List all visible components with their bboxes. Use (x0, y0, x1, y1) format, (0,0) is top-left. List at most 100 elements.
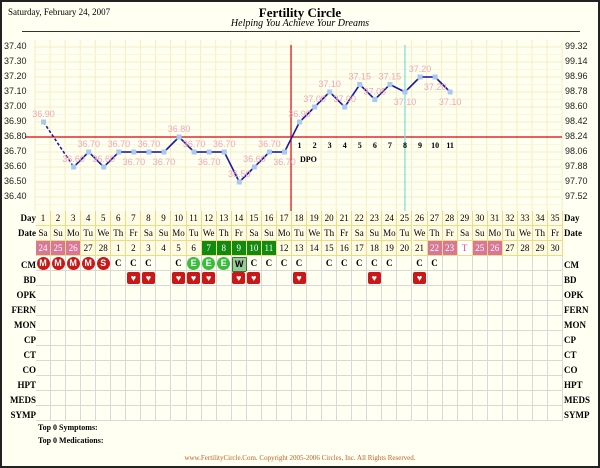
date-cell: 24 (36, 241, 51, 256)
grid-cell-ct (66, 346, 82, 361)
day-number: 1 (36, 211, 51, 226)
grid-cell-opk (186, 286, 202, 301)
grid-cell-ct (186, 346, 202, 361)
row-label-ct: CT (23, 350, 36, 360)
grid-cell-fern (96, 301, 112, 316)
grid-cell-fern (216, 301, 232, 316)
grid-cell-co (66, 361, 82, 376)
day-of-week: Su (472, 226, 488, 241)
grid-cell-cm: C (126, 256, 142, 271)
grid-cell-cp (292, 331, 308, 346)
day-number: 22 (352, 211, 368, 226)
dpo-number: 5 (358, 141, 362, 150)
grid-cell-symp (397, 406, 413, 421)
day-of-week: We (517, 226, 533, 241)
y-tick-right: 97.52 (565, 191, 588, 201)
grid-cell-symp (292, 406, 308, 421)
cm-mark: C (280, 258, 288, 268)
grid-cell-hpt (156, 376, 172, 391)
temperature-segment (329, 91, 346, 108)
grid-cell-ct (397, 346, 413, 361)
grid-cell-co (487, 361, 503, 376)
grid-cell-ct (171, 346, 187, 361)
grid-cell-cm: E (186, 256, 202, 271)
grid-cell-mon (186, 316, 202, 331)
temperature-label: 37.10 (318, 79, 341, 89)
grid-cell-bd: ♥ (201, 271, 217, 286)
row-label-mon: MON (14, 320, 36, 330)
grid-cell-cm (532, 256, 548, 271)
date-cell: 11 (261, 241, 277, 256)
date-cell: 2 (126, 241, 142, 256)
grid-cell-meds (457, 391, 473, 406)
grid-cell-fern (442, 301, 458, 316)
date-cell: 13 (292, 241, 308, 256)
grid-cell-opk (322, 286, 338, 301)
grid-cell-mon (126, 316, 142, 331)
grid-cell-mon (548, 316, 564, 331)
grid-cell-bd (96, 271, 112, 286)
grid-cell-opk (51, 286, 67, 301)
day-of-week: Tu (292, 226, 308, 241)
day-number: 27 (427, 211, 443, 226)
grid-cell-bd: ♥ (292, 271, 308, 286)
grid-cell-co (231, 361, 247, 376)
grid-cell-ct (81, 346, 97, 361)
grid-cell-symp (442, 406, 458, 421)
dpo-number: 8 (403, 141, 407, 150)
day-of-week: Su (156, 226, 172, 241)
temperature-point (131, 149, 137, 155)
grid-cell-symp (502, 406, 518, 421)
grid-cell-bd (502, 271, 518, 286)
grid-cell-mon (231, 316, 247, 331)
grid-cell-meds (156, 391, 172, 406)
grid-cell-mon (201, 316, 217, 331)
day-number: 31 (487, 211, 503, 226)
grid-cell-symp (126, 406, 142, 421)
row-label-fern: FERN (11, 305, 37, 315)
temperature-segment (163, 136, 180, 153)
grid-cell-ct (36, 346, 51, 361)
grid-cell-cm: C (276, 256, 292, 271)
grid-cell-fern (141, 301, 157, 316)
day-of-week: Mo (487, 226, 503, 241)
temperature-point (312, 104, 318, 110)
grid-cell-co (156, 361, 172, 376)
day-of-week: Th (216, 226, 232, 241)
grid-cell-cm: E (216, 256, 232, 271)
grid-cell-cp (548, 331, 564, 346)
row-label-hpt: HPT (17, 380, 36, 390)
day-number: 28 (442, 211, 458, 226)
cm-mark: E (202, 257, 216, 270)
grid-cell-co (111, 361, 127, 376)
grid-cell-fern (487, 301, 503, 316)
grid-cell-cm: C (427, 256, 443, 271)
grid-cell-cp (337, 331, 353, 346)
grid-cell-co (352, 361, 368, 376)
grid-cell-fern (111, 301, 127, 316)
row-label-bd: BD (23, 275, 36, 285)
date-cell: 28 (96, 241, 112, 256)
grid-cell-opk (472, 286, 488, 301)
grid-cell-ct (276, 346, 292, 361)
grid-cell-hpt (276, 376, 292, 391)
grid-cell-cm: C (382, 256, 398, 271)
grid-cell-meds (66, 391, 82, 406)
grid-cell-fern (66, 301, 82, 316)
grid-cell-meds (126, 391, 142, 406)
grid-cell-symp (367, 406, 383, 421)
grid-cell-bd (548, 271, 564, 286)
grid-cell-bd (457, 271, 473, 286)
grid-cell-fern (81, 301, 97, 316)
grid-cell-opk (382, 286, 398, 301)
y-tick-left: 36.80 (4, 131, 27, 141)
grid-cell-opk (442, 286, 458, 301)
grid-cell-opk (156, 286, 172, 301)
temperature-label: 36.70 (123, 157, 146, 167)
bd-icon: ♥ (367, 272, 381, 284)
y-tick-left: 36.50 (4, 176, 27, 186)
grid-cell-opk (367, 286, 383, 301)
grid-cell-co (276, 361, 292, 376)
day-of-week: Tu (186, 226, 202, 241)
day-of-week: Sa (457, 226, 473, 241)
